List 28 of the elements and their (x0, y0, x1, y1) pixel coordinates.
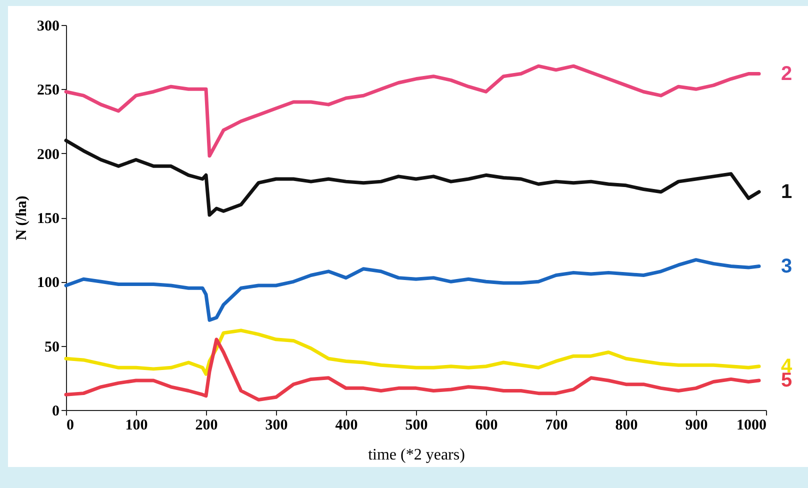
line-series (64, 64, 761, 158)
series-label: 2 (781, 62, 792, 85)
y-tick-label: 250 (37, 82, 60, 99)
x-tick-label: 200 (195, 418, 218, 434)
x-tick-label: 500 (405, 418, 428, 434)
line-series (64, 338, 761, 402)
line-series (64, 258, 761, 322)
x-tick-label: 700 (545, 418, 568, 434)
y-axis-title: N (/ha) (14, 196, 30, 240)
x-axis-title: time (*2 years) (368, 446, 465, 464)
y-tick-label: 200 (37, 146, 60, 163)
series-label: 3 (781, 255, 792, 278)
x-tick-label: 900 (685, 418, 708, 434)
series-label: 1 (781, 180, 792, 203)
y-tick-label: 50 (44, 339, 60, 356)
x-tick-label: 600 (475, 418, 498, 434)
x-tick-label: 300 (265, 418, 288, 434)
x-tick-label: 1000 (736, 418, 766, 434)
x-tick-label: 100 (125, 418, 148, 434)
x-tick-label: 400 (335, 418, 358, 434)
x-tick-label: 800 (615, 418, 638, 434)
line-series (64, 138, 761, 217)
y-tick-label: 100 (37, 275, 60, 292)
y-tick-label: 150 (37, 211, 60, 227)
line-series (64, 328, 761, 376)
y-tick-label: 300 (37, 18, 60, 34)
y-tick-label: 0 (52, 404, 60, 420)
x-tick-label: 0 (66, 418, 74, 434)
